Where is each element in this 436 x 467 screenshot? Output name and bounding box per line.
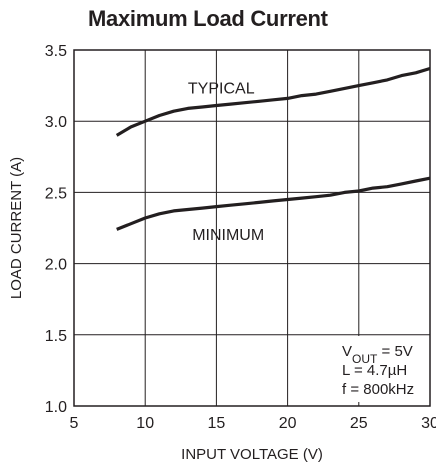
series-line-typical (115, 66, 431, 137)
x-tick-label: 20 (279, 415, 297, 432)
series-label-minimum: MINIMUM (192, 227, 264, 244)
series-layer (115, 66, 431, 231)
annotation-line: L = 4.7µH (342, 362, 407, 379)
x-tick-label: 25 (350, 415, 368, 432)
series-label-typical: TYPICAL (188, 80, 255, 97)
y-tick-label: 3.0 (45, 114, 67, 131)
y-axis-ticks: 1.0 1.5 2.0 2.5 3.0 3.5 (45, 43, 67, 416)
x-tick-label: 15 (208, 415, 226, 432)
y-tick-label: 1.0 (45, 399, 67, 416)
y-tick-label: 1.5 (45, 328, 67, 345)
grid (74, 50, 430, 406)
series-line-minimum (116, 176, 431, 231)
annotation-line: f = 800kHz (342, 381, 414, 398)
y-tick-label: 2.5 (45, 185, 67, 202)
x-tick-label: 30 (421, 415, 436, 432)
y-axis-label: LOAD CURRENT (A) (8, 157, 25, 299)
conditions-annotation: VOUT = 5VL = 4.7µH f = 800kHz (342, 343, 414, 398)
y-tick-label: 2.0 (45, 257, 67, 274)
x-tick-label: 5 (70, 415, 79, 432)
annotation-line: VOUT = 5V (342, 343, 413, 366)
x-axis-label: INPUT VOLTAGE (V) (181, 446, 323, 463)
annotation-background (338, 336, 428, 402)
series-labels: TYPICAL MINIMUM (188, 80, 264, 244)
x-axis-ticks: 5 10 15 20 25 30 (70, 415, 436, 432)
x-tick-label: 10 (136, 415, 154, 432)
plot-frame (73, 49, 431, 407)
chart-title: Maximum Load Current (88, 6, 328, 31)
y-tick-label: 3.5 (45, 43, 67, 60)
